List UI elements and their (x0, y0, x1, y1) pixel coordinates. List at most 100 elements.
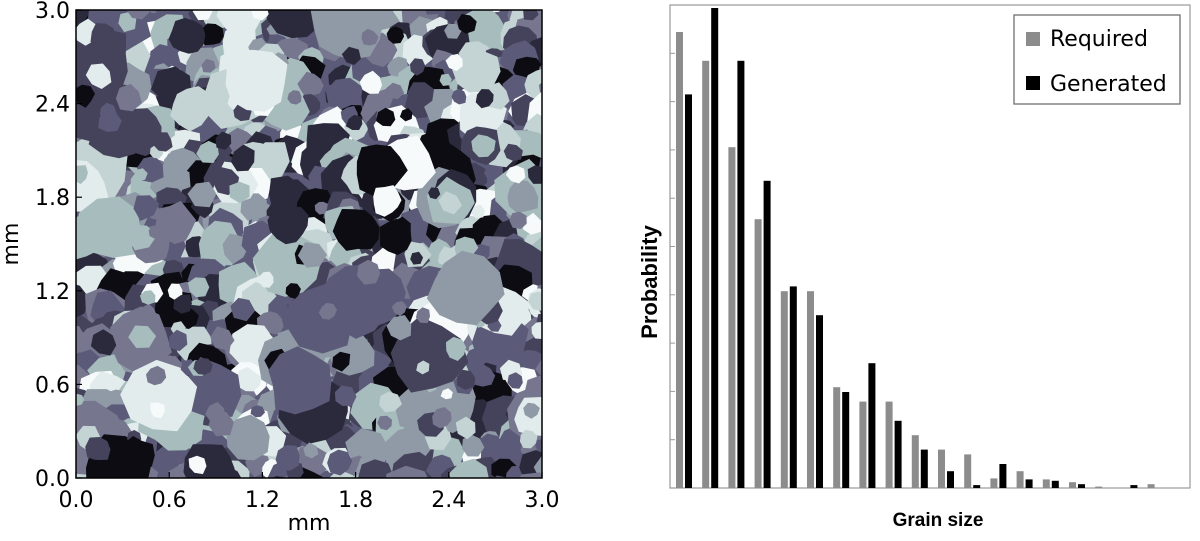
grain-cell (452, 51, 501, 93)
grain-cell (318, 302, 337, 320)
grain-cell (399, 108, 413, 122)
grain-cell (379, 391, 402, 413)
grain-cell (357, 459, 394, 478)
grain-cell (76, 393, 85, 406)
grain-cell (415, 307, 430, 324)
bar-required (990, 478, 998, 488)
grain-cell (416, 360, 430, 375)
grain-cell (303, 442, 319, 459)
grain-cell (168, 17, 206, 54)
legend-label-required: Required (1050, 27, 1148, 52)
grain-cell (217, 475, 231, 478)
grain-cell (120, 359, 198, 432)
bar-required (780, 291, 788, 488)
grain-cell (102, 196, 126, 217)
legend-swatch-required (1026, 32, 1040, 46)
grain-map-panel: 0.0 0.6 1.2 1.8 2.4 3.0 0.0 0.6 1.2 1.8 2.4 3.0 mm… (0, 0, 570, 537)
grain-cell (438, 191, 463, 215)
grain-cell (208, 412, 234, 437)
grain-cell (410, 58, 426, 76)
bar-required (702, 60, 710, 489)
grain-cell (201, 58, 216, 73)
grain-cell (446, 336, 467, 361)
grain-cell (457, 369, 476, 390)
grain-cell (545, 337, 566, 358)
grain-cell (76, 45, 78, 55)
bar-required (1147, 484, 1155, 488)
grain-cell (152, 132, 173, 152)
grain-cell (445, 53, 463, 71)
legend: Required Generated (1013, 14, 1181, 105)
grain-cell (527, 165, 542, 184)
bar-required (807, 291, 814, 488)
grain-cell (550, 224, 570, 247)
grain-cell (85, 63, 112, 89)
grain-cell (543, 251, 570, 281)
grain-cell (128, 325, 157, 348)
bar-generated (1130, 485, 1138, 488)
grain-cell (505, 165, 526, 184)
grain-cell (287, 90, 302, 105)
grain-cell (76, 215, 101, 260)
grain-cell (169, 329, 188, 352)
map-y-tick-label: 1.8 (35, 186, 70, 211)
grain-cell (391, 301, 407, 317)
bar-generated (789, 286, 797, 488)
bar-required (676, 32, 683, 488)
grain-cell (170, 86, 210, 132)
grain-cell (286, 282, 353, 354)
bar-generated (1078, 484, 1085, 488)
grain-cell (117, 436, 155, 475)
grain-cell (297, 242, 328, 268)
map-y-axis-label: mm (0, 223, 24, 266)
grain-cell (549, 425, 570, 450)
grain-cell (444, 23, 462, 39)
grain-cell (126, 10, 150, 20)
grain-cell (503, 143, 523, 161)
grain-cell (170, 321, 186, 335)
grain-cell (538, 82, 542, 101)
grain-cell (314, 201, 328, 215)
grain-cell (332, 209, 380, 251)
grain-cell (507, 372, 523, 389)
grain-cell (428, 187, 441, 200)
bar-generated (737, 60, 745, 489)
grain-cell (193, 358, 213, 375)
grain-cell (520, 472, 542, 478)
grain-cell (392, 477, 396, 478)
bar-generated (920, 449, 928, 488)
grain-cell (139, 290, 156, 305)
bar-generated (763, 180, 771, 489)
grain-cell (532, 10, 542, 40)
grain-cell (167, 283, 183, 301)
bar-generated (711, 8, 719, 488)
grain-cell (150, 402, 165, 419)
grain-cell (210, 326, 235, 351)
map-x-tick-label: 1.2 (245, 488, 280, 513)
grain-cell (76, 284, 90, 318)
histogram-x-axis-label: Grain size (893, 510, 984, 531)
grain-cell (524, 68, 542, 100)
grain-cell (229, 181, 250, 204)
grain-cell (471, 134, 496, 158)
grain-cell (76, 84, 95, 108)
legend-swatch-generated (1026, 76, 1040, 90)
map-x-tick-label: 0.0 (59, 488, 94, 513)
map-y-tick-label: 1.2 (35, 280, 70, 305)
grain-cell (451, 88, 467, 105)
map-y-ticks: 0.0 0.6 1.2 1.8 2.4 3.0 (35, 0, 82, 492)
map-x-ticks: 0.0 0.6 1.2 1.8 2.4 3.0 (59, 472, 560, 513)
grain-cell (493, 475, 509, 478)
grain-cell (266, 10, 321, 39)
grain-cell (231, 144, 255, 172)
grain-cell (222, 233, 249, 265)
grain-cells (76, 10, 570, 478)
grain-cell (259, 271, 274, 288)
bar-required (754, 219, 762, 488)
histogram-panel: Required Generated Grain size Probabilit… (620, 0, 1200, 537)
grain-cell (173, 294, 192, 314)
grain-cell (519, 429, 538, 449)
grain-cell (477, 433, 503, 460)
bar-generated (947, 471, 954, 488)
map-y-tick-label: 3.0 (35, 0, 70, 24)
